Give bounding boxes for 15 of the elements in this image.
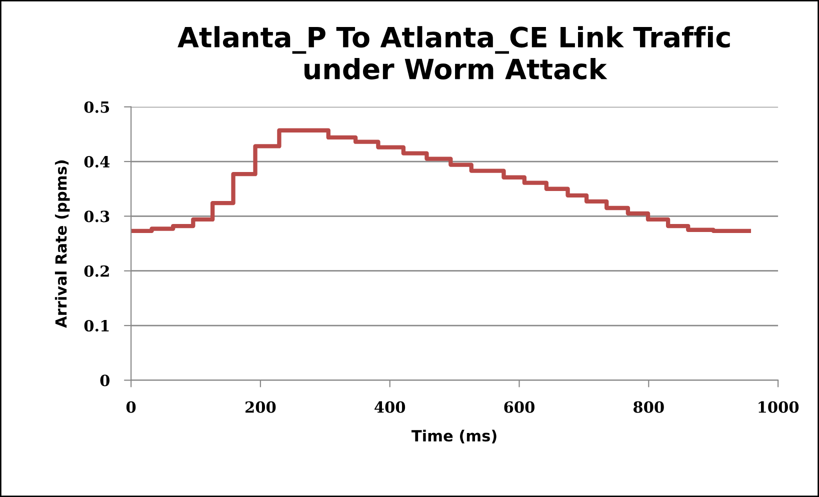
y-axis-title: Arrival Rate (ppms): [54, 160, 70, 328]
x-axis-title: Time (ms): [412, 430, 496, 444]
y-tick-label: 0.4: [84, 156, 110, 168]
x-tick-label: 200: [246, 401, 276, 413]
x-tick-label: 600: [504, 401, 534, 413]
x-tick-label: 0: [126, 401, 136, 413]
y-tick-label: 0.5: [84, 101, 110, 113]
x-tick-label: 800: [633, 401, 664, 413]
y-tick-label: 0.1: [84, 320, 109, 332]
y-tick-label: 0.3: [84, 210, 110, 222]
y-tick-label: 0: [100, 374, 110, 386]
chart-title: Atlanta_P To Atlanta_CE Link Traffic under Worm Attack: [178, 26, 730, 80]
x-tick-label: 400: [374, 401, 406, 413]
y-tick-label: 0.2: [84, 265, 109, 277]
x-tick-label: 1000: [758, 401, 799, 413]
